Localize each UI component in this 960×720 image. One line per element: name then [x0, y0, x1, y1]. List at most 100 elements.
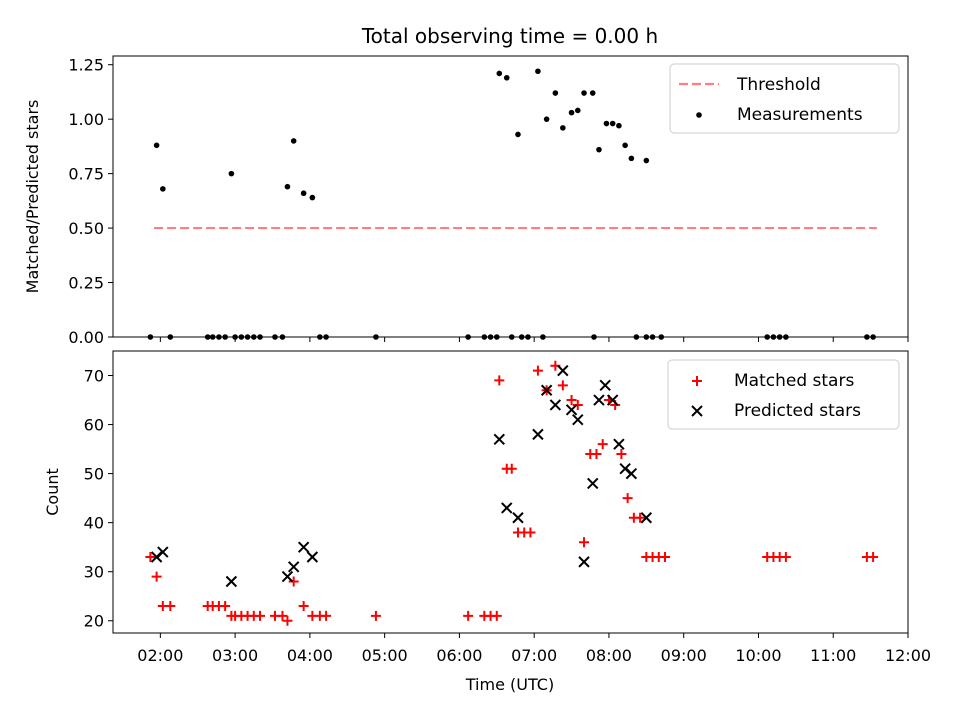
bottom-y-axis-label: Count	[43, 468, 62, 516]
matched-star-point	[494, 375, 505, 386]
matched-star-point	[532, 365, 543, 376]
predicted-star-point	[287, 561, 300, 573]
y-tick-label: 1.25	[68, 56, 104, 75]
predicted-star-point	[606, 394, 619, 406]
measurement-point	[609, 120, 616, 127]
legend-predicted-label: Predicted stars	[734, 401, 861, 421]
predicted-star-point	[549, 399, 562, 411]
legend-matched-label: Matched stars	[734, 371, 854, 391]
y-tick-label: 70	[84, 367, 104, 386]
legend-threshold-label: Threshold	[736, 75, 821, 95]
top-legend-box	[669, 63, 900, 134]
matched-star-point	[491, 610, 502, 621]
legend-matched-swatch	[692, 376, 702, 386]
matched-star-point	[557, 380, 568, 391]
predicted-star-point	[157, 546, 169, 558]
x-tick-label: 03:00	[212, 646, 258, 665]
matched-star-point	[660, 551, 671, 562]
legend-predicted-swatch	[691, 405, 703, 417]
predicted-star-point	[625, 467, 638, 480]
matched-star-point	[298, 601, 309, 612]
predicted-star-point	[557, 364, 569, 377]
matched-star-point	[220, 601, 231, 612]
matched-star-point	[579, 537, 590, 548]
matched-star-point	[165, 601, 176, 612]
measurement-point	[628, 155, 635, 162]
y-tick-label: 0.50	[68, 219, 104, 238]
y-tick-label: 30	[84, 563, 104, 582]
y-tick-label: 60	[84, 416, 104, 435]
measurement-point	[160, 186, 166, 192]
predicted-star-point	[640, 512, 653, 524]
matched-star-point	[321, 610, 332, 621]
matched-star-point	[597, 439, 608, 450]
measurement-point	[596, 146, 602, 153]
matched-star-point	[370, 610, 381, 621]
matched-star-point	[277, 610, 288, 621]
measurement-point	[290, 138, 297, 144]
measurement-point	[309, 194, 316, 201]
x-tick-label: 02:00	[137, 646, 183, 665]
predicted-star-point	[501, 502, 513, 514]
predicted-star-point	[281, 570, 294, 583]
matched-star-point	[591, 448, 602, 459]
measurement-point	[503, 74, 510, 81]
x-tick-label: 12:00	[885, 646, 931, 665]
predicted-star-point	[493, 433, 505, 445]
measurement-point	[284, 183, 291, 190]
y-tick-label: 0.00	[68, 328, 104, 347]
measurement-point	[622, 142, 628, 149]
top-legend: Threshold Measurements	[669, 63, 900, 134]
matched-star-point	[635, 512, 646, 523]
y-tick-label: 20	[84, 612, 104, 631]
matched-star-point	[288, 576, 299, 587]
legend-measurements-label: Measurements	[737, 105, 863, 125]
matched-star-point	[282, 615, 293, 626]
predicted-star-point	[599, 379, 611, 392]
measurement-point	[616, 122, 622, 129]
measurement-point	[568, 109, 575, 116]
predicted-star-point	[578, 556, 590, 568]
predicted-star-point	[613, 438, 625, 450]
predicted-star-point	[593, 394, 605, 406]
x-tick-label: 09:00	[661, 646, 707, 665]
matched-star-point	[506, 463, 517, 474]
matched-star-point	[622, 493, 633, 504]
x-tick-label: 05:00	[362, 646, 408, 665]
matched-star-point	[145, 551, 156, 562]
predicted-star-point	[512, 512, 524, 524]
y-tick-label: 1.00	[68, 110, 104, 129]
matched-star-point	[868, 551, 879, 562]
measurement-point	[589, 90, 596, 96]
measurement-point	[300, 190, 307, 197]
matched-star-point	[463, 610, 474, 621]
bottom-plot-frame	[112, 350, 909, 634]
x-tick-label: 06:00	[436, 646, 482, 665]
measurement-point	[581, 90, 587, 96]
y-tick-label: 40	[84, 514, 104, 533]
predicted-star-point	[532, 428, 544, 441]
predicted-star-point	[565, 404, 578, 416]
measurement-point	[603, 120, 610, 127]
predicted-star-point	[587, 477, 599, 490]
x-tick-label: 04:00	[287, 646, 333, 665]
top-y-axis-label: Matched/Predicted stars	[23, 100, 42, 294]
y-tick-label: 0.75	[68, 165, 104, 184]
predicted-star-point	[540, 384, 553, 396]
predicted-star-point	[572, 413, 584, 426]
measurement-point	[574, 107, 581, 114]
matched-star-point	[780, 551, 791, 562]
predicted-star-point	[297, 541, 310, 553]
predicted-star-point	[306, 551, 319, 563]
matched-star-point	[566, 395, 577, 406]
measurement-point	[496, 70, 503, 77]
top-panel: 0.00 0.25 0.50 0.75 1.00 1.25 Matched/Predicte…	[23, 55, 909, 347]
legend-measurements-swatch	[696, 112, 702, 118]
matched-star-point	[572, 399, 583, 410]
bottom-legend-box	[667, 359, 900, 430]
top-plot-frame	[112, 55, 909, 338]
measurement-point	[515, 131, 521, 138]
measurement-point	[552, 90, 559, 96]
matched-star-point	[525, 527, 536, 538]
